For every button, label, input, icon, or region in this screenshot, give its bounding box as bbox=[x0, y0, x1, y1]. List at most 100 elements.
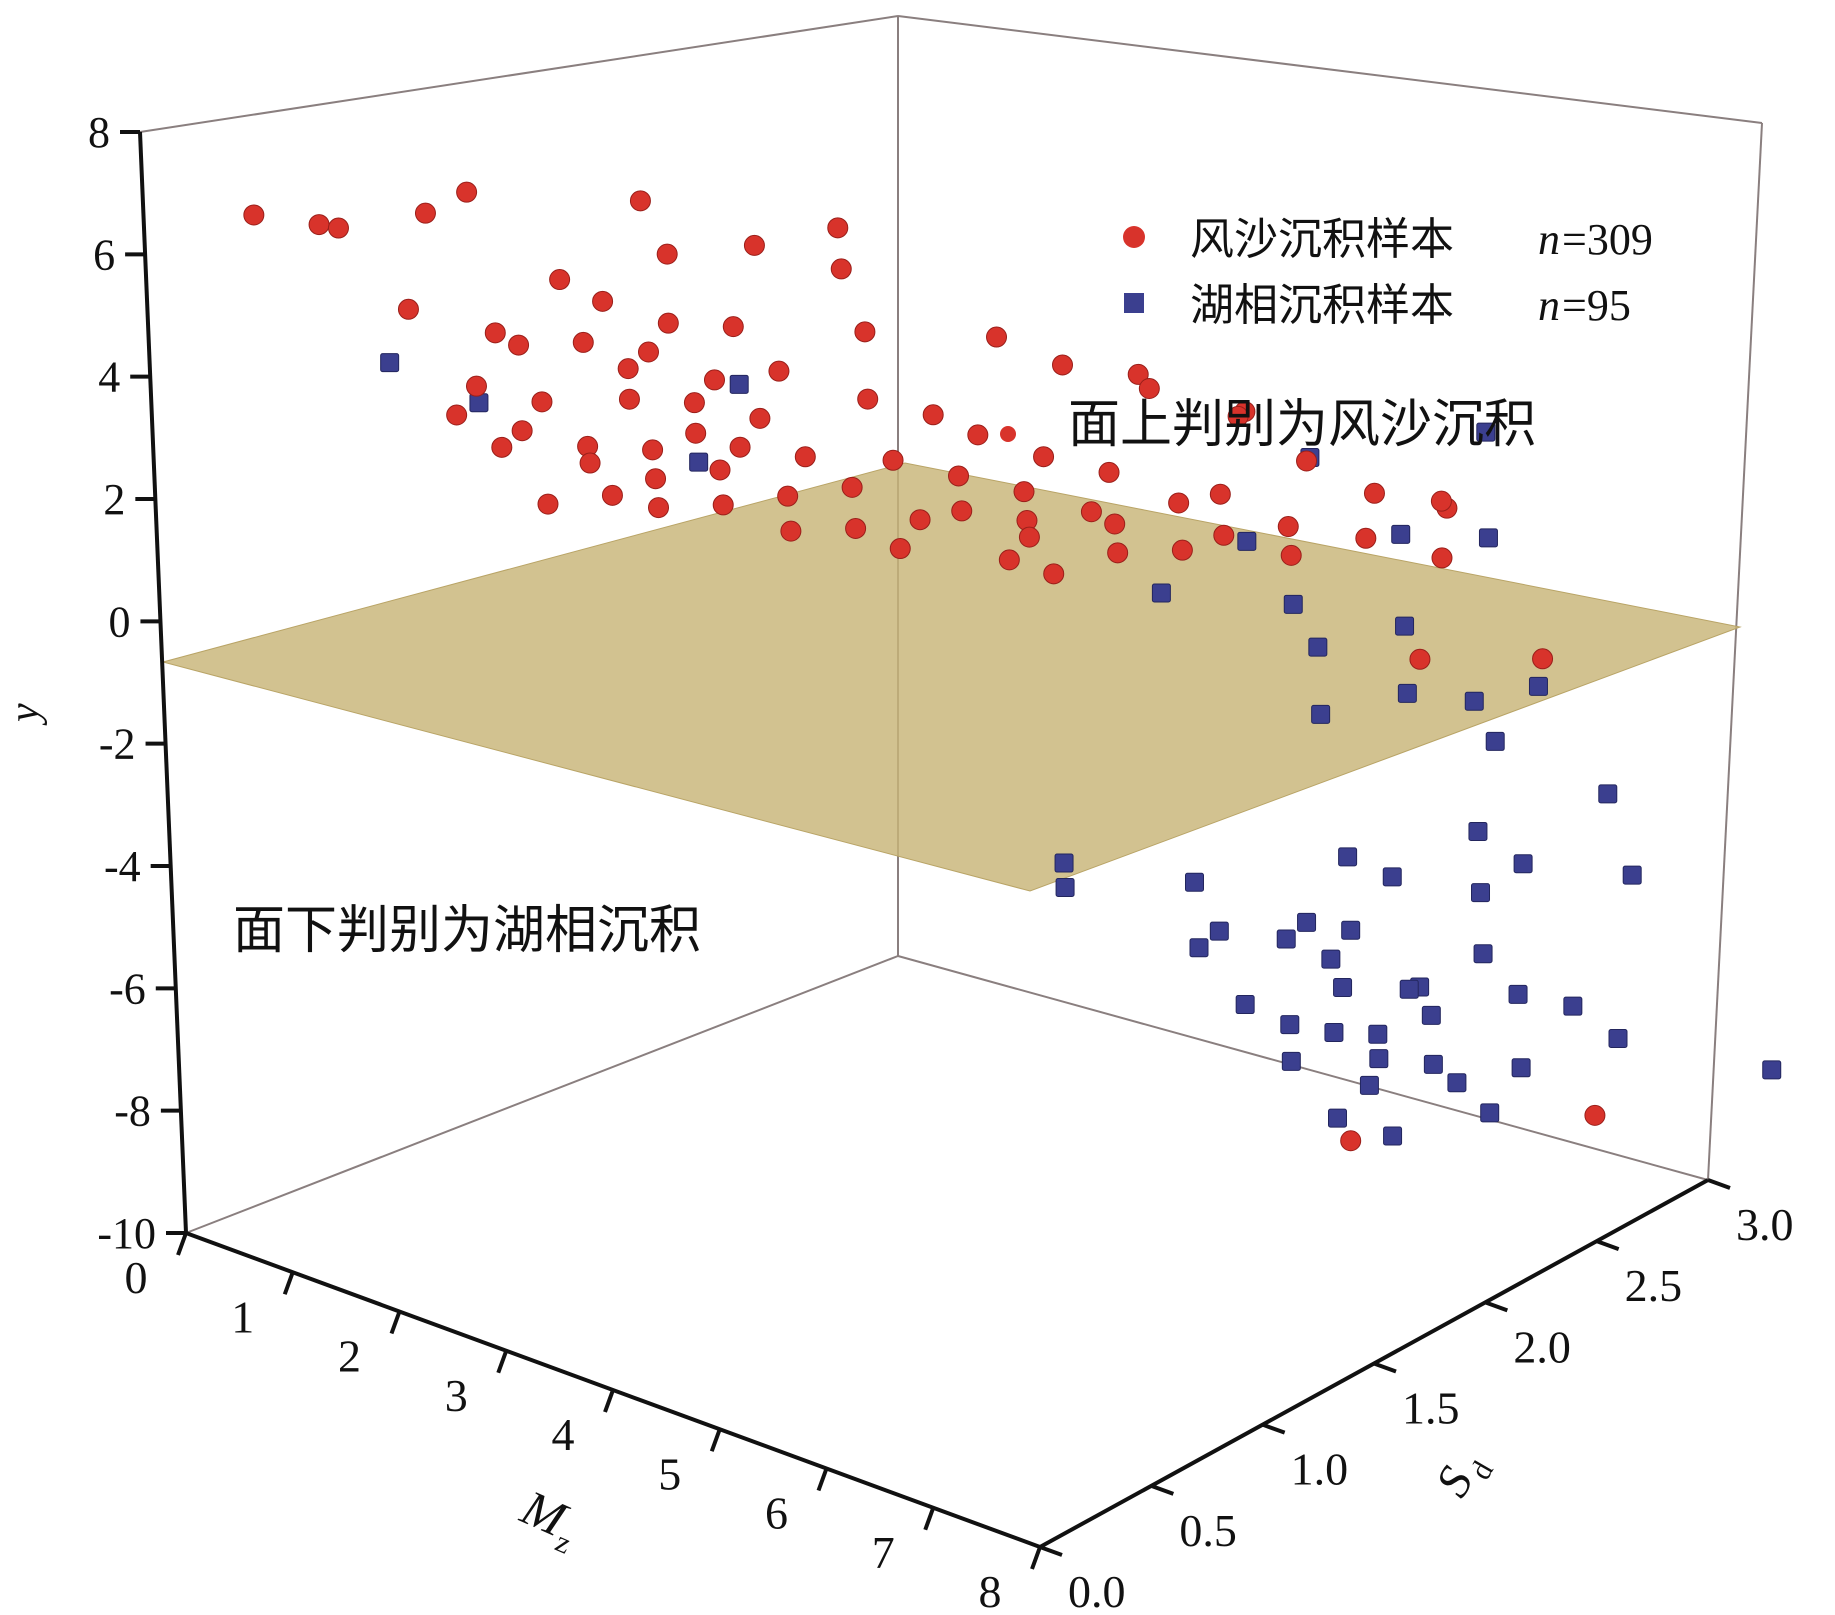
lacustrine-point bbox=[1485, 731, 1505, 751]
lacustrine-point bbox=[1281, 1051, 1301, 1071]
y-tick-label: -2 bbox=[99, 720, 136, 769]
mz-tick-mark bbox=[496, 1350, 509, 1374]
aeolian-point bbox=[948, 465, 970, 487]
aeolian-point bbox=[857, 388, 879, 410]
aeolian-point bbox=[768, 360, 790, 382]
y-axis-title: y bbox=[2, 703, 48, 726]
aeolian-point bbox=[1409, 648, 1431, 670]
annotation-below-plane: 面下判别为湖相沉积 bbox=[233, 901, 701, 961]
lacustrine-point bbox=[1209, 921, 1229, 941]
aeolian-point bbox=[592, 290, 614, 312]
legend-circle-icon bbox=[1123, 226, 1145, 248]
mz-tick-mark bbox=[282, 1271, 295, 1295]
aeolian-point bbox=[827, 217, 849, 239]
lacustrine-point bbox=[1338, 847, 1358, 867]
lacustrine-point bbox=[1235, 995, 1255, 1015]
sd-tick-label: 1.0 bbox=[1291, 1444, 1349, 1495]
aeolian-point bbox=[1098, 461, 1120, 483]
sd-tick-label: 0.5 bbox=[1179, 1505, 1237, 1556]
legend-label: 湖相沉积样本 bbox=[1190, 280, 1454, 331]
lacustrine-point bbox=[1423, 1054, 1443, 1074]
lacustrine-point bbox=[1447, 1073, 1467, 1093]
aeolian-point bbox=[951, 500, 973, 522]
mz-tick-label: 8 bbox=[979, 1566, 1002, 1615]
aeolian-point bbox=[749, 407, 771, 429]
lacustrine-point bbox=[1421, 1005, 1441, 1025]
aeolian-point bbox=[511, 420, 533, 442]
lacustrine-point bbox=[1324, 1022, 1344, 1042]
lacustrine-point bbox=[1622, 865, 1642, 885]
aeolian-point bbox=[508, 334, 530, 356]
aeolian-point bbox=[656, 243, 678, 265]
lacustrine-point bbox=[1311, 704, 1331, 724]
lacustrine-point bbox=[1598, 784, 1618, 804]
lacustrine-point bbox=[729, 374, 749, 394]
aeolian-point bbox=[998, 549, 1020, 571]
mz-tick-label: 4 bbox=[552, 1409, 575, 1460]
lacustrine-point bbox=[1513, 854, 1533, 874]
aeolian-point bbox=[1018, 526, 1040, 548]
lacustrine-point bbox=[380, 353, 400, 373]
lacustrine-point bbox=[1054, 853, 1074, 873]
aeolian-point bbox=[1052, 354, 1074, 376]
y-axis-ticks: 8 6 4 2 0 -2 -4 -6 -8 -10 bbox=[88, 108, 186, 1258]
sd-tick-mark bbox=[1484, 1300, 1509, 1313]
lacustrine-point bbox=[1283, 594, 1303, 614]
mz-tick-label: 7 bbox=[872, 1527, 895, 1578]
lacustrine-point bbox=[469, 393, 489, 413]
lacustrine-point bbox=[1341, 920, 1361, 940]
y-tick-label: -4 bbox=[104, 842, 141, 891]
y-tick-label: -8 bbox=[114, 1087, 151, 1136]
aeolian-point bbox=[1168, 492, 1190, 514]
lacustrine-point bbox=[1321, 949, 1341, 969]
sd-axis-title: S d bbox=[1426, 1456, 1500, 1506]
mz-tick-mark bbox=[816, 1467, 829, 1492]
sd-tick-mark bbox=[1707, 1178, 1731, 1190]
aeolian-point bbox=[549, 269, 571, 291]
aeolian-point bbox=[243, 204, 265, 226]
mz-tick-mark bbox=[603, 1389, 615, 1413]
aeolian-point bbox=[327, 217, 349, 239]
sd-tick-mark bbox=[1039, 1545, 1063, 1557]
lacustrine-point bbox=[1308, 637, 1328, 657]
aeolian-point bbox=[1431, 547, 1453, 569]
lacustrine-point bbox=[1511, 1058, 1531, 1078]
aeolian-point bbox=[1209, 483, 1231, 505]
aeolian-point bbox=[414, 202, 436, 224]
lacustrine-point bbox=[1563, 996, 1583, 1016]
aeolian-point bbox=[1127, 363, 1149, 385]
aeolian-point bbox=[657, 312, 679, 334]
aeolian-point bbox=[1280, 544, 1302, 566]
aeolian-point bbox=[986, 326, 1008, 348]
mz-tick-label: 5 bbox=[658, 1448, 681, 1499]
mz-tick-label: 6 bbox=[765, 1488, 788, 1539]
mz-tick-label: 2 bbox=[338, 1331, 361, 1382]
lacustrine-point bbox=[1333, 977, 1353, 997]
aeolian-point bbox=[645, 468, 667, 490]
aeolian-point bbox=[743, 234, 765, 256]
aeolian-point bbox=[1584, 1104, 1606, 1126]
aeolian-point bbox=[308, 214, 330, 236]
legend-label: 风沙沉积样本 bbox=[1190, 214, 1454, 265]
sd-tick-label: 2.5 bbox=[1625, 1260, 1683, 1311]
aeolian-point bbox=[709, 459, 731, 481]
lacustrine-point bbox=[1297, 912, 1317, 932]
aeolian-point bbox=[618, 388, 640, 410]
y-tick-label: -6 bbox=[109, 964, 146, 1013]
sd-tick-mark bbox=[1595, 1239, 1620, 1252]
aeolian-point bbox=[537, 493, 559, 515]
aeolian-point bbox=[967, 424, 989, 446]
lacustrine-point bbox=[1608, 1029, 1628, 1048]
lacustrine-point bbox=[1395, 616, 1415, 636]
sd-tick-label: 3.0 bbox=[1736, 1199, 1794, 1250]
aeolian-point bbox=[1532, 648, 1554, 670]
mz-tick-label: 3 bbox=[445, 1370, 468, 1421]
lacustrine-point bbox=[1369, 1049, 1389, 1069]
aeolian-point bbox=[1430, 490, 1452, 512]
aeolian-point bbox=[456, 181, 478, 203]
aeolian-point bbox=[1107, 542, 1129, 564]
y-tick-label: -10 bbox=[97, 1209, 156, 1258]
legend-square-icon bbox=[1124, 293, 1144, 313]
annotation-above-marker bbox=[1000, 426, 1016, 442]
aeolian-point bbox=[794, 446, 816, 468]
